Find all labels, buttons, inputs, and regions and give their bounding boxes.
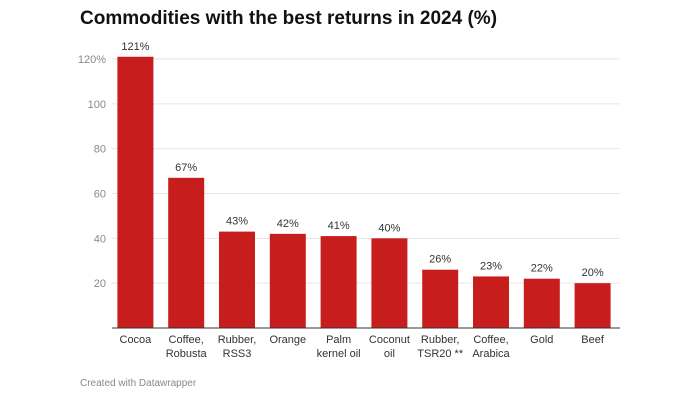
x-category-label: Gold <box>530 334 553 346</box>
bar <box>574 283 611 328</box>
x-category-label: RSS3 <box>223 348 252 360</box>
bar <box>168 177 205 328</box>
bar-value-label: 41% <box>328 220 350 232</box>
bar <box>523 278 560 328</box>
x-category-label: Beef <box>581 334 605 346</box>
y-tick-label: 80 <box>94 144 106 156</box>
bar <box>473 276 509 328</box>
y-tick-label: 20 <box>94 278 106 290</box>
chart-title: Commodities with the best returns in 202… <box>80 8 498 29</box>
x-category-label: oil <box>384 348 395 360</box>
x-category-label: Coffee, <box>473 334 508 346</box>
bar <box>371 238 408 328</box>
footer-credit: Created with Datawrapper <box>80 378 197 389</box>
x-category-label: TSR20 ** <box>417 348 464 360</box>
bar-value-label: 26% <box>429 254 451 266</box>
x-category-label: Orange <box>269 334 306 346</box>
x-category-label: Palm <box>326 334 351 346</box>
bar-value-label: 22% <box>531 263 553 275</box>
bar-value-label: 23% <box>480 260 502 272</box>
bar <box>422 269 459 328</box>
bar <box>117 56 154 329</box>
bar <box>219 231 255 328</box>
x-category-label: Rubber, <box>421 334 460 346</box>
x-category-label: kernel oil <box>317 348 361 360</box>
bar-value-label: 121% <box>121 41 149 53</box>
x-category-label: Coconut <box>369 334 410 346</box>
bar-value-label: 67% <box>175 162 197 174</box>
x-category-label: Cocoa <box>120 334 153 346</box>
y-tick-label: 100 <box>88 99 106 111</box>
x-category-label: Robusta <box>166 348 208 360</box>
y-tick-label: 40 <box>94 233 106 245</box>
x-category-label: Rubber, <box>218 334 257 346</box>
bar-value-label: 42% <box>277 218 299 230</box>
x-category-label: Arabica <box>472 348 510 360</box>
x-category-label: Coffee, <box>169 334 204 346</box>
y-tick-label: 60 <box>94 189 106 201</box>
bar-value-label: 40% <box>378 222 400 234</box>
bar-value-label: 43% <box>226 216 248 228</box>
bar-value-label: 20% <box>582 267 604 279</box>
y-tick-label: 120% <box>78 54 106 66</box>
bar <box>269 233 306 328</box>
bar <box>320 236 357 328</box>
